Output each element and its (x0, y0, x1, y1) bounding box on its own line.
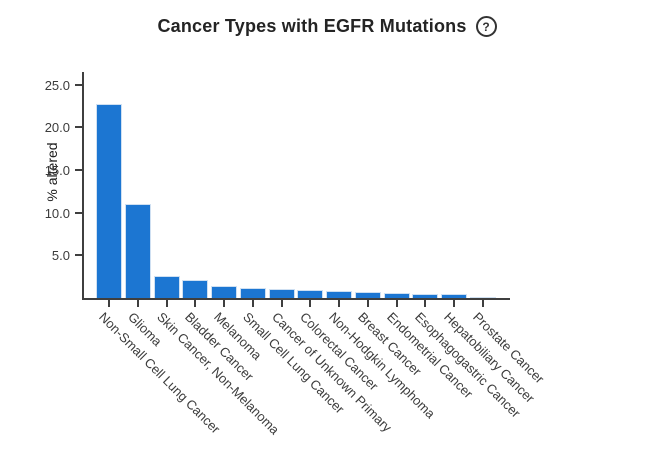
x-tick-mark (424, 300, 427, 307)
x-tick-mark (338, 300, 341, 307)
chart-header: Cancer Types with EGFR Mutations ? (0, 16, 654, 37)
bar-colorectal-cancer[interactable] (297, 290, 324, 298)
bar-bladder-cancer[interactable] (182, 280, 209, 298)
x-tick-mark (137, 300, 140, 307)
chart-title: Cancer Types with EGFR Mutations (157, 16, 467, 36)
bar-non-small-cell-lung-cancer[interactable] (96, 104, 123, 298)
x-tick-mark (309, 300, 312, 307)
bar-skin-cancer-non-melanoma[interactable] (153, 276, 180, 298)
y-tick-label: 5.0 (51, 248, 70, 264)
y-tick-label: 10.0 (44, 205, 70, 221)
bar-chart-plot-area: % altered 5.0 10.0 15.0 20.0 25.0 Non-Small C… (44, 72, 547, 437)
x-tick-mark (251, 300, 254, 307)
y-tick-mark (75, 254, 82, 257)
y-axis-line (82, 72, 84, 300)
x-tick-mark (481, 300, 484, 307)
y-tick-mark (75, 211, 82, 214)
x-tick-mark (194, 300, 197, 307)
x-tick-mark (366, 300, 369, 307)
bar-endometrial-cancer[interactable] (383, 293, 410, 298)
bar-esophagogastric-cancer[interactable] (412, 294, 439, 298)
x-tick-mark (108, 300, 111, 307)
y-tick-mark (75, 169, 82, 172)
x-tick-mark (453, 300, 456, 307)
y-tick-mark (75, 83, 82, 86)
x-tick-mark (223, 300, 226, 307)
bar-cancer-of-unknown-primary[interactable] (268, 289, 295, 298)
x-tick-mark (395, 300, 398, 307)
x-tick-mark (280, 300, 283, 307)
bar-breast-cancer[interactable] (354, 292, 381, 298)
y-tick-label: 20.0 (44, 120, 70, 136)
x-tick-mark (165, 300, 168, 307)
bar-melanoma[interactable] (211, 286, 238, 298)
y-tick-mark (75, 126, 82, 129)
bar-non-hodgkin-lymphoma[interactable] (326, 291, 353, 298)
help-icon[interactable]: ? (475, 16, 497, 37)
y-tick-label: 25.0 (44, 77, 70, 93)
x-axis-line (82, 298, 510, 300)
y-tick-label: 15.0 (44, 163, 70, 179)
bar-prostate-cancer[interactable] (469, 297, 496, 298)
bar-small-cell-lung-cancer[interactable] (239, 288, 266, 298)
bar-hepatobiliary-cancer[interactable] (441, 294, 468, 298)
bar-glioma[interactable] (125, 204, 152, 298)
